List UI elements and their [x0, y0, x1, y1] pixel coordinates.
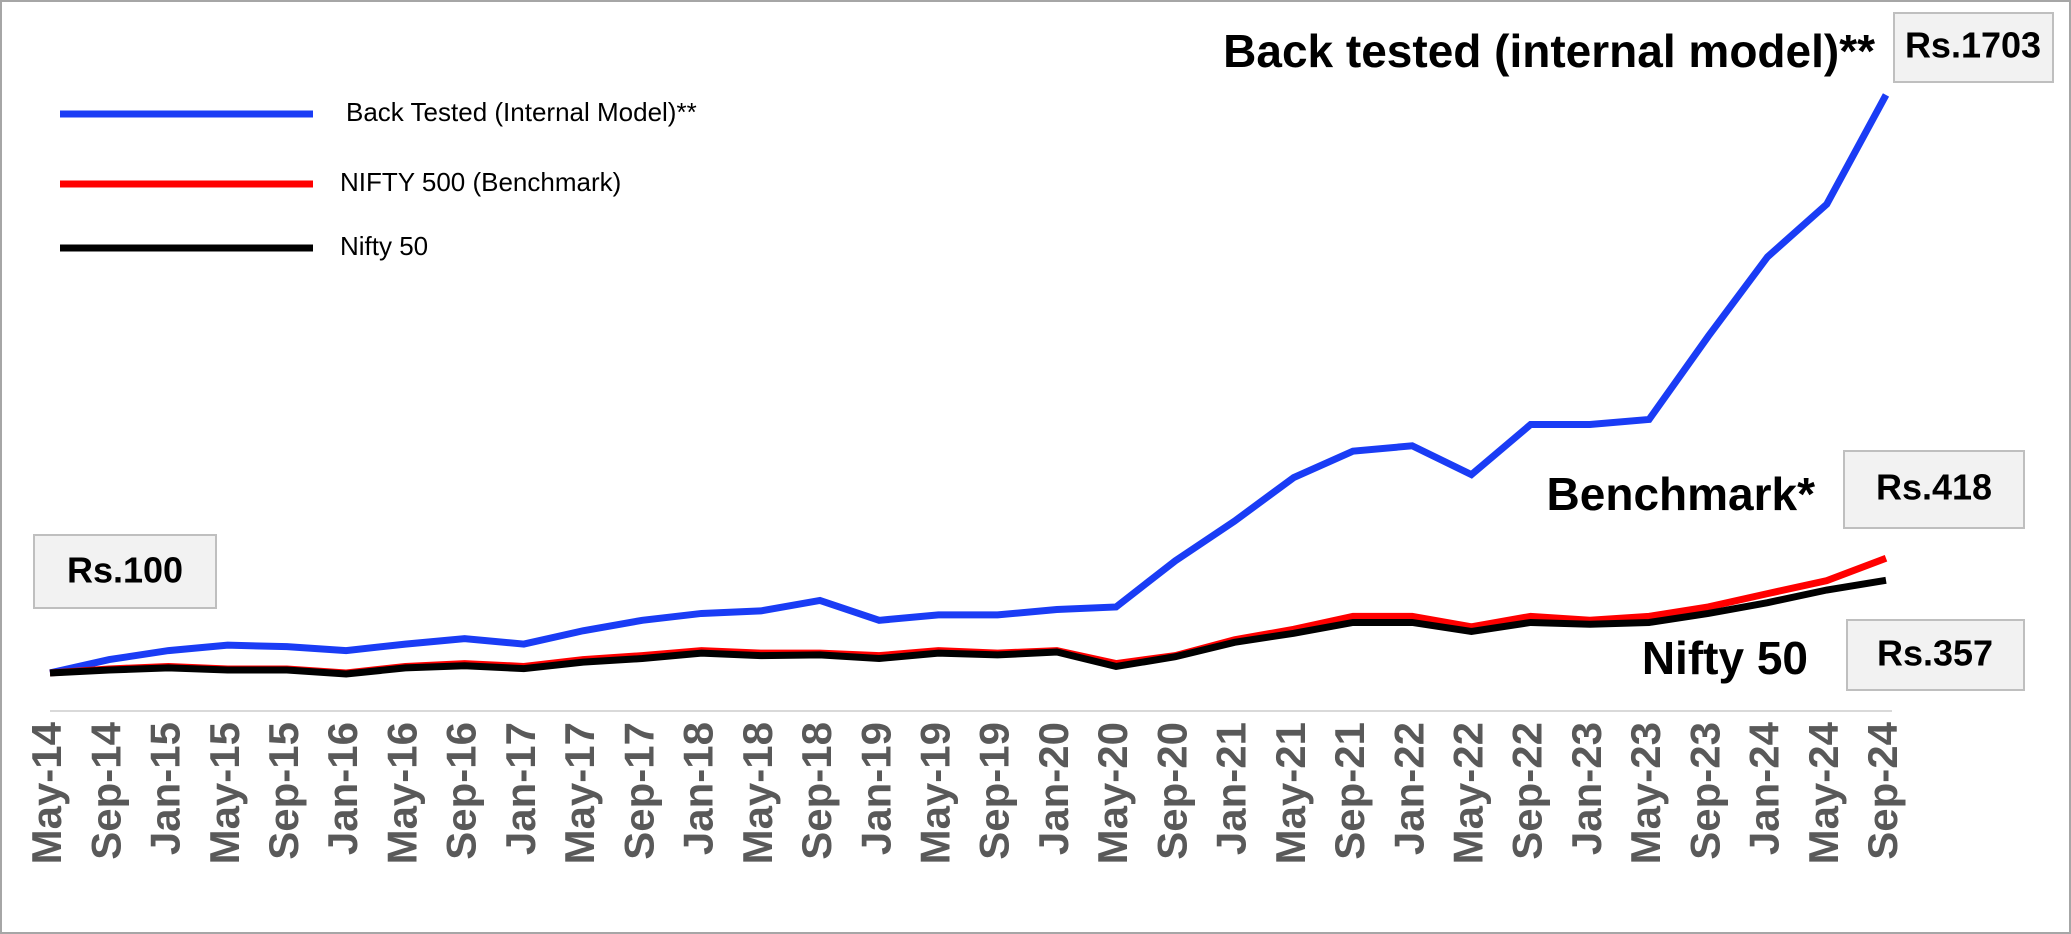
x-tick-label: May-14 — [23, 721, 70, 864]
x-tick-label: Jan-24 — [1741, 721, 1788, 855]
x-tick-label: Jan-17 — [497, 722, 544, 855]
x-tick-label: Sep-17 — [615, 722, 662, 860]
x-tick-label: Sep-15 — [260, 722, 307, 860]
x-tick-label: Sep-22 — [1504, 722, 1551, 860]
x-tick-label: May-16 — [378, 722, 425, 864]
x-tick-label: May-15 — [201, 722, 248, 864]
x-tick-label: Jan-20 — [1030, 722, 1077, 855]
annotation: Benchmark* — [1547, 468, 1816, 520]
x-tick-label: May-18 — [734, 722, 781, 864]
end-label: Rs.100 — [67, 550, 183, 591]
x-tick-label: Jan-19 — [852, 722, 899, 855]
x-tick-label: May-20 — [1089, 722, 1136, 864]
x-tick-label: Sep-20 — [1148, 722, 1195, 860]
end-label: Rs.357 — [1877, 633, 1993, 674]
plot — [49, 93, 1890, 678]
x-tick-label: Jan-18 — [675, 722, 722, 855]
label-box — [1843, 450, 2025, 529]
x-tick-label: May-24 — [1800, 721, 1847, 864]
x-tick-label: Sep-18 — [793, 722, 840, 860]
x-tick-label: Jan-16 — [319, 722, 366, 855]
end-label: Rs.418 — [1876, 467, 1992, 508]
legend-label: Back Tested (Internal Model)** — [346, 97, 697, 127]
label-box — [1893, 12, 2054, 83]
x-tick-label: May-19 — [911, 722, 958, 864]
end-label: Rs.1703 — [1905, 25, 2041, 66]
x-tick-label: Jan-15 — [142, 722, 189, 855]
x-tick-label: Jan-23 — [1563, 722, 1610, 855]
legend-label: Nifty 50 — [340, 231, 428, 261]
data-line — [49, 93, 1890, 677]
x-tick-label: May-17 — [556, 722, 603, 864]
legend-label: NIFTY 500 (Benchmark) — [340, 167, 621, 197]
x-tick-label: May-21 — [1267, 722, 1314, 864]
x-tick-label: Sep-24 — [1859, 721, 1906, 859]
data-line — [49, 576, 1887, 678]
x-tick-label: Jan-22 — [1385, 722, 1432, 855]
x-axis: May-14 Sep-14 Jan-15 May-15 Sep-15 Jan-16 May-… — [23, 721, 1906, 864]
x-tick-label: Jan-21 — [1208, 722, 1255, 855]
x-tick-label: Sep-21 — [1326, 722, 1373, 860]
legend: Back Tested (Internal Model)** NIFTY 500 … — [60, 97, 697, 261]
x-tick-label: Sep-14 — [82, 721, 129, 859]
x-tick-label: Sep-23 — [1681, 722, 1728, 860]
x-tick-label: May-23 — [1622, 722, 1669, 864]
x-tick-label: Sep-16 — [438, 722, 485, 860]
annotation: Nifty 50 — [1642, 632, 1808, 684]
label-box — [33, 534, 217, 609]
x-tick-label: May-22 — [1445, 722, 1492, 864]
annotation: Back tested (internal model)** — [1223, 25, 1875, 77]
label-box — [1846, 619, 2025, 691]
x-tick-label: Sep-19 — [971, 722, 1018, 860]
